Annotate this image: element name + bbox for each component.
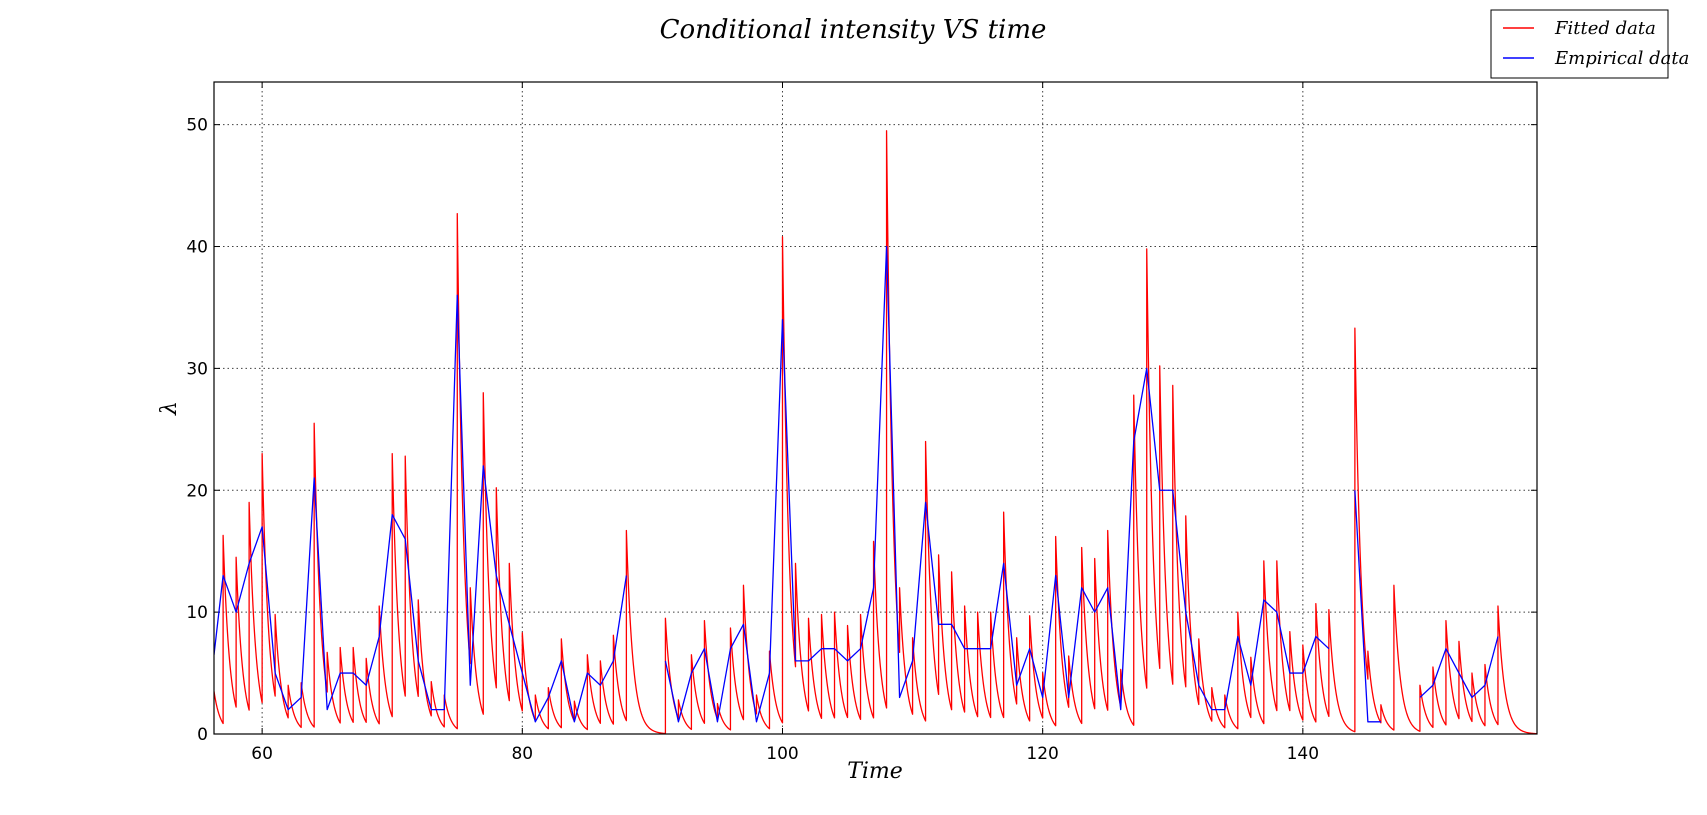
x-tick-label: 120 bbox=[1026, 744, 1058, 764]
y-tick-label: 10 bbox=[186, 603, 208, 623]
y-tick-label: 50 bbox=[186, 116, 208, 136]
empirical-data-line bbox=[664, 245, 1330, 723]
axis-ticks: 60 80 100 120 140 0 10 20 30 40 50 bbox=[186, 82, 1537, 764]
x-tick-label: 140 bbox=[1287, 744, 1319, 764]
x-tick-label: 80 bbox=[511, 744, 533, 764]
y-tick-label: 40 bbox=[186, 238, 208, 258]
empirical-data-line bbox=[1419, 636, 1499, 699]
empirical-data-line bbox=[214, 294, 628, 723]
x-tick-label: 100 bbox=[766, 744, 798, 764]
fitted-data-line bbox=[214, 130, 1537, 734]
legend-fitted-label: Fitted data bbox=[1554, 18, 1656, 39]
x-tick-label: 60 bbox=[251, 744, 273, 764]
y-tick-label: 0 bbox=[197, 725, 208, 745]
plot-frame bbox=[213, 81, 1538, 735]
legend: Fitted data Empirical data bbox=[1490, 9, 1689, 79]
legend-box bbox=[1490, 9, 1669, 79]
empirical-data-line bbox=[1354, 490, 1381, 723]
grid bbox=[214, 82, 1537, 734]
y-tick-label: 20 bbox=[186, 481, 208, 501]
x-axis-label: Time bbox=[847, 759, 903, 784]
legend-empirical-label: Empirical data bbox=[1554, 48, 1689, 69]
y-tick-label: 30 bbox=[186, 359, 208, 379]
chart-title: Conditional intensity VS time bbox=[660, 15, 1047, 45]
series-lines bbox=[214, 130, 1537, 734]
y-axis-label: λ bbox=[157, 401, 182, 416]
